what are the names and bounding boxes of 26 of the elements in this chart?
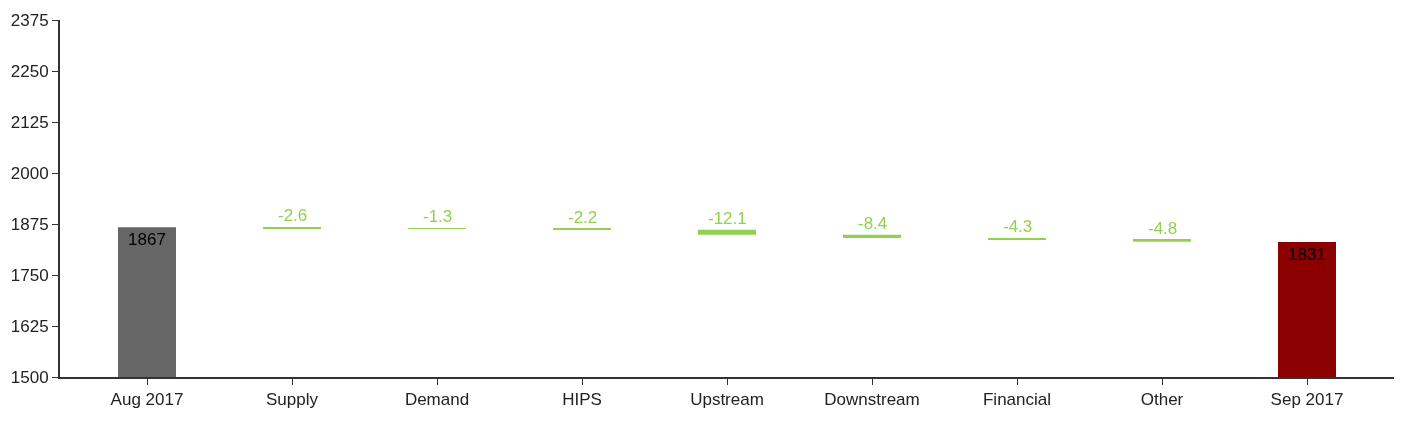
data-label: 1831 <box>1288 244 1326 264</box>
x-tick-label: Upstream <box>690 390 764 410</box>
x-tick-label: Sep 2017 <box>1270 390 1344 410</box>
y-tick-label: 1750 <box>10 265 49 285</box>
data-label: -2.2 <box>568 208 598 227</box>
data-label: -4.8 <box>1148 219 1178 238</box>
data-label: -2.6 <box>278 206 308 225</box>
x-tick-label: Downstream <box>824 390 920 410</box>
data-label: -12.1 <box>708 209 747 228</box>
y-tick-label: 2250 <box>10 61 49 81</box>
y-tick-label: 1625 <box>10 316 49 336</box>
x-tick-label: Other <box>1140 390 1184 410</box>
y-tick-label: 2375 <box>10 10 49 30</box>
y-tick-label: 1875 <box>10 214 49 234</box>
data-label: -4.3 <box>1003 217 1033 236</box>
x-tick-label: Supply <box>266 390 319 410</box>
data-label: -8.4 <box>858 214 888 233</box>
data-label: -1.3 <box>423 207 453 226</box>
y-tick-label: 2125 <box>10 112 49 132</box>
x-tick-label: Aug 2017 <box>110 390 184 410</box>
x-tick-label: HIPS <box>562 390 602 410</box>
data-label: 1867 <box>128 230 166 250</box>
x-tick-label: Financial <box>982 390 1052 410</box>
y-tick-label: 1500 <box>10 367 49 387</box>
y-tick-label: 2000 <box>10 163 49 183</box>
x-tick-label: Demand <box>404 390 470 410</box>
